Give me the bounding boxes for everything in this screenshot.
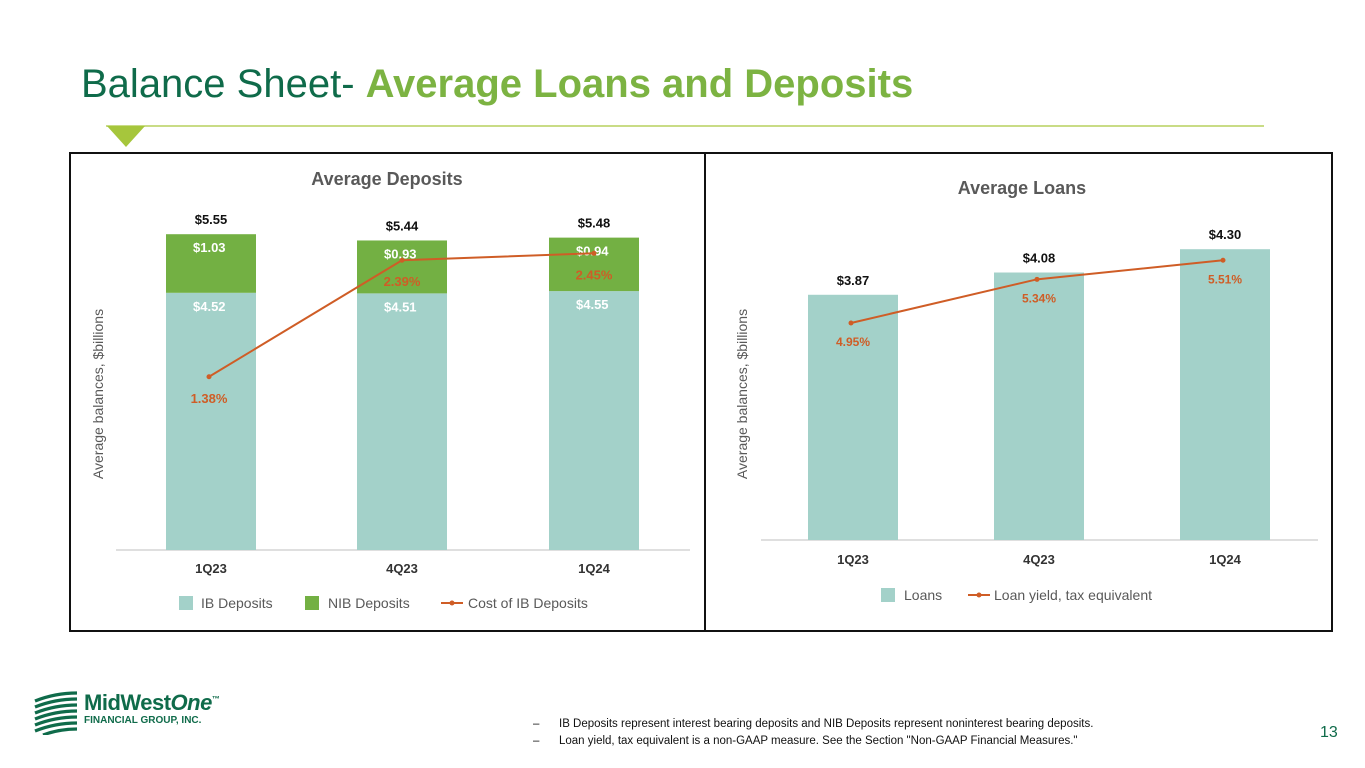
data-label-total: $5.44 [386, 218, 419, 233]
logo-icon [33, 691, 79, 735]
data-label-ib: $4.52 [193, 299, 226, 314]
bar-nib-deposits [357, 240, 447, 294]
chart-title: Average Deposits [311, 169, 462, 189]
deposits-panel: Average Deposits Average balances, $billi… [69, 152, 706, 632]
x-tick-label: 1Q24 [578, 561, 611, 576]
data-label-loans: $4.30 [1209, 227, 1242, 242]
data-label-total: $5.48 [578, 216, 611, 231]
x-tick-label: 4Q23 [386, 561, 418, 576]
loans-panel: Average Loans Average balances, $billions… [704, 152, 1333, 632]
line-data-label: 2.39% [384, 274, 421, 289]
x-tick-label: 4Q23 [1023, 552, 1055, 567]
logo-name-main: MidWest [84, 690, 171, 715]
data-label-ib: $4.51 [384, 299, 417, 314]
slide-marker-icon [107, 126, 145, 147]
loans-chart: Average Loans Average balances, $billions… [734, 178, 1318, 603]
footnote-2: – Loan yield, tax equivalent is a non-GAA… [533, 733, 1093, 750]
legend-marker-cost [449, 600, 455, 606]
footnote-text: Loan yield, tax equivalent is a non-GAAP… [559, 735, 1078, 747]
line-data-label: 4.95% [836, 335, 870, 349]
line-point [206, 374, 212, 380]
legend-label-yield: Loan yield, tax equivalent [994, 587, 1152, 603]
line-point [591, 250, 597, 256]
footnote-dash: – [533, 735, 540, 747]
footnote-text: IB Deposits represent interest bearing d… [559, 718, 1094, 730]
line-point [1034, 276, 1040, 282]
legend-label-nib: NIB Deposits [328, 595, 410, 611]
logo-subtitle: FINANCIAL GROUP, INC. [84, 715, 202, 726]
bar-ib-deposits [357, 293, 447, 550]
data-label-nib: $0.93 [384, 246, 417, 261]
footnote-1: – IB Deposits represent interest bearing … [533, 716, 1093, 733]
data-label-nib: $0.94 [576, 244, 609, 259]
data-label-loans: $3.87 [837, 273, 870, 288]
x-tick-label: 1Q23 [195, 561, 227, 576]
data-label-ib: $4.55 [576, 297, 609, 312]
bar-nib-deposits [549, 237, 639, 292]
line-point [1220, 257, 1226, 263]
bar-loans [808, 294, 898, 540]
bar-ib-deposits [549, 291, 639, 550]
bar-loans [994, 272, 1084, 540]
line-data-label: 1.38% [191, 391, 228, 406]
data-label-total: $5.55 [195, 212, 228, 227]
y-axis-label: Average balances, $billions [734, 309, 750, 479]
logo-name-italic: One [170, 690, 213, 715]
chart-title: Average Loans [958, 178, 1086, 198]
legend-marker-yield [976, 592, 982, 598]
slide-title-part2: Average Loans and Deposits [365, 62, 914, 106]
page-number: 13 [1320, 724, 1338, 741]
data-label-loans: $4.08 [1023, 251, 1056, 266]
footnote-dash: – [533, 718, 540, 730]
line-data-label: 2.45% [576, 267, 613, 282]
bar-ib-deposits [166, 292, 256, 550]
bar-loans [1180, 249, 1270, 540]
line-point [399, 257, 405, 263]
logo-trademark: ™ [211, 694, 220, 704]
legend-swatch-loans [881, 588, 895, 602]
slide-title-part1: Balance Sheet- [81, 62, 355, 106]
slide-title: Balance Sheet- Average Loans and Deposit… [81, 56, 913, 112]
deposits-chart: Average Deposits Average balances, $billi… [90, 169, 690, 611]
title-divider [106, 125, 1264, 127]
line-point [848, 320, 854, 326]
x-tick-label: 1Q23 [837, 552, 869, 567]
y-axis-label: Average balances, $billions [90, 309, 106, 479]
line-data-label: 5.34% [1022, 291, 1056, 305]
legend-label-ib: IB Deposits [201, 595, 273, 611]
line-data-label: 5.51% [1208, 272, 1242, 286]
legend-swatch-ib [179, 596, 193, 610]
footnotes: – IB Deposits represent interest bearing … [533, 716, 1093, 750]
legend-label-loans: Loans [904, 587, 942, 603]
bar-nib-deposits [166, 234, 256, 293]
data-label-nib: $1.03 [193, 240, 226, 255]
x-tick-label: 1Q24 [1209, 552, 1242, 567]
legend-label-cost: Cost of IB Deposits [468, 595, 588, 611]
logo-name: MidWestOne™ [84, 690, 220, 716]
legend-swatch-nib [305, 596, 319, 610]
